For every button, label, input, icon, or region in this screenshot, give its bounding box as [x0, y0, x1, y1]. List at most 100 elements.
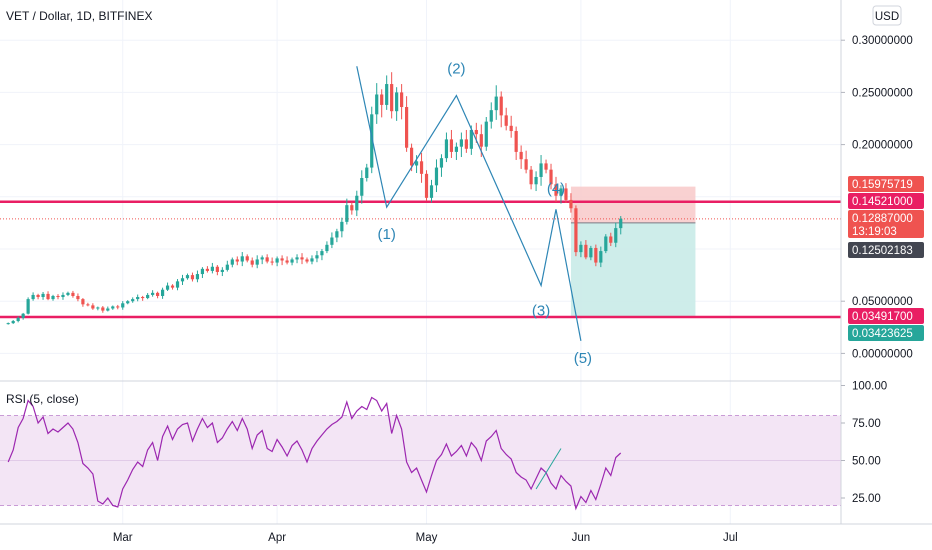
candle-body: [121, 303, 125, 308]
price-tag-label: 0.03423625: [852, 328, 913, 340]
candle-body: [569, 199, 573, 209]
candle-body: [200, 268, 205, 275]
candle-body: [106, 308, 110, 311]
candle-body: [390, 84, 394, 112]
candle-body: [514, 131, 518, 152]
candle-body: [340, 221, 344, 232]
candle-body: [449, 139, 454, 152]
candle-body: [305, 259, 309, 262]
candle-body: [255, 259, 259, 265]
time-tick-label: Jun: [572, 532, 591, 544]
candle-body: [419, 161, 424, 174]
take-profit-zone: [570, 222, 696, 318]
candle-body: [36, 294, 40, 298]
candle-body: [604, 236, 608, 252]
candle-body: [230, 259, 234, 265]
candle-body: [345, 205, 349, 222]
candle-body: [61, 294, 65, 298]
candle-body: [459, 139, 463, 147]
rsi-pane: RSI (5, close): [0, 380, 841, 511]
stop-loss-zone: [570, 186, 696, 223]
candle-body: [365, 167, 369, 179]
candle-body: [539, 163, 543, 177]
candle-body: [131, 299, 135, 302]
candle-body: [156, 292, 160, 296]
candle-body: [71, 292, 75, 296]
horizontal-levels: [0, 200, 841, 319]
candle-body: [554, 184, 558, 196]
candle-body: [484, 121, 488, 147]
price-tag: [848, 193, 924, 209]
candle-body: [285, 260, 289, 263]
candle-body: [534, 176, 538, 185]
candle-body: [111, 306, 115, 309]
candle-body: [524, 159, 528, 170]
candle-body: [529, 169, 533, 185]
candle-body: [320, 251, 324, 256]
candle-body: [469, 129, 473, 149]
candle-body: [454, 146, 458, 152]
candle-body: [380, 94, 384, 105]
time-tick-label: Apr: [268, 532, 286, 544]
candle-body: [584, 244, 588, 258]
rsi-tick-label: 75.00: [852, 418, 881, 430]
candle-body: [220, 269, 224, 272]
candle-body: [146, 294, 150, 299]
price-tick-label: 0.20000000: [852, 140, 913, 152]
currency-label: USD: [875, 11, 899, 23]
candle-body: [519, 151, 523, 160]
time-tick-label: Jul: [723, 532, 738, 544]
candle-body: [116, 306, 120, 308]
candle-body: [235, 259, 239, 262]
candle-body: [330, 237, 334, 245]
candle-body: [41, 293, 45, 298]
candle-body: [151, 292, 155, 295]
currency-button[interactable]: USD: [872, 5, 902, 26]
candle-body: [414, 161, 419, 166]
candle-body: [335, 231, 339, 238]
candle-body: [190, 275, 195, 280]
candle-body: [96, 307, 100, 309]
candle-body: [11, 321, 15, 324]
candle-body: [300, 257, 304, 260]
candle-body: [564, 188, 568, 200]
candle-body: [275, 258, 279, 263]
candle-body: [509, 125, 513, 132]
candle-body: [599, 251, 603, 263]
candle-body: [215, 266, 219, 272]
rsi-tick-label: 50.00: [852, 456, 881, 468]
candle-body: [101, 307, 105, 311]
candle-body: [170, 285, 175, 288]
candle-body: [400, 92, 404, 108]
candle-body: [609, 236, 613, 243]
candle-body: [51, 295, 55, 300]
candle-body: [310, 258, 314, 262]
rsi-tick-label: 100.00: [852, 381, 887, 393]
position-zones: [570, 186, 696, 318]
price-tag: [848, 210, 924, 238]
candle-body: [56, 295, 60, 298]
rsi-title: RSI (5, close): [6, 392, 79, 406]
candle-body: [574, 208, 578, 253]
wave-label: (2): [447, 61, 465, 78]
candle-body: [126, 301, 130, 304]
candle-body: [594, 247, 598, 263]
candle-body: [250, 260, 254, 265]
candle-body: [165, 285, 170, 290]
candle-body: [81, 299, 85, 305]
candle-body: [434, 167, 439, 186]
price-axis: 0.30000000 0.25000000 0.20000000 0.05000000…: [840, 0, 913, 524]
candle-body: [385, 84, 389, 105]
candle-body: [185, 275, 190, 279]
price-tag-label: 0.12887000: [852, 213, 913, 225]
candle-body: [579, 244, 583, 253]
candle-body: [295, 257, 299, 260]
time-tick-label: May: [416, 532, 438, 544]
candle-body: [589, 247, 593, 258]
elliott-wave-annotation: (1) (2) (3) (4) (5): [356, 61, 592, 367]
candle-body: [479, 134, 483, 147]
candle-body: [494, 96, 498, 111]
candle-body: [205, 268, 209, 271]
rsi-tick-label: 25.00: [852, 493, 881, 505]
